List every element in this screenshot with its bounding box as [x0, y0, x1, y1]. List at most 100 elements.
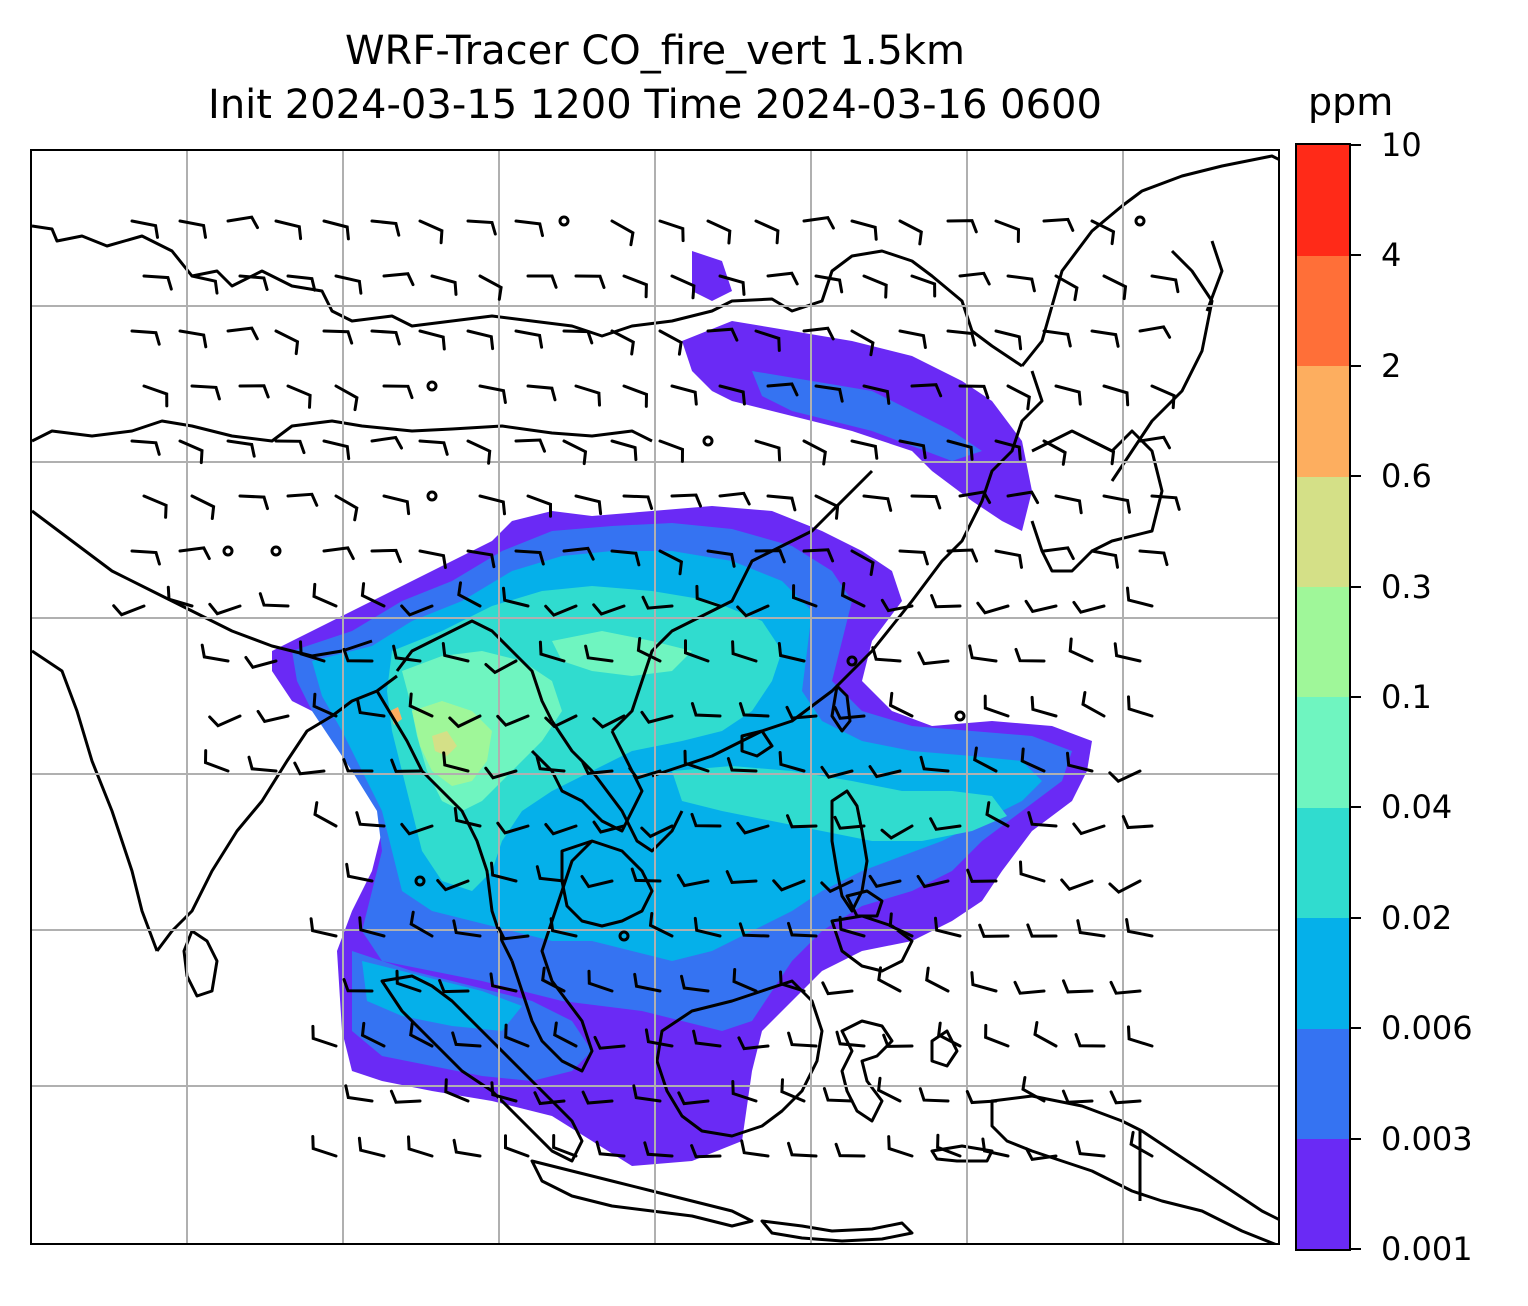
wind-barb: [490, 861, 518, 883]
wind-barb: [238, 384, 270, 399]
wind-barb: [876, 1076, 902, 1103]
wind-barb: [342, 978, 374, 993]
wind-barb: [910, 494, 942, 510]
wind-barb: [643, 1141, 674, 1158]
coast-hainan: [740, 729, 774, 758]
wind-barb: [610, 549, 641, 567]
wind-barb: [1042, 439, 1067, 466]
wind-barb: [738, 922, 770, 938]
wind-barb: [334, 384, 359, 412]
wind-barb: [382, 384, 414, 400]
wind-barb: [1027, 811, 1058, 828]
wind-barb: [1126, 586, 1154, 608]
wind-barb: [334, 274, 363, 295]
colorbar-tick: [1351, 1027, 1361, 1030]
wind-barb: [535, 865, 566, 883]
wind-barb: [538, 640, 566, 663]
wind-barb: [238, 494, 269, 511]
wind-barb: [670, 493, 702, 508]
wind-barb: [466, 219, 497, 236]
wind-barb: [718, 274, 746, 296]
wind-barb: [142, 384, 169, 408]
colorbar-tick: [1351, 254, 1361, 257]
wind-barb: [581, 1090, 614, 1105]
wind-barb: [958, 384, 990, 400]
wind-barb: [200, 643, 230, 663]
wind-barb: [1042, 217, 1075, 232]
wind-barb: [1125, 918, 1154, 938]
wind-barb: [925, 966, 950, 993]
wind-barbs: [112, 215, 1181, 1162]
colorbar: [1295, 143, 1351, 1251]
wind-barb: [658, 329, 683, 356]
wind-barb: [833, 815, 866, 830]
wind-barb: [1076, 919, 1106, 938]
wind-barb: [1109, 980, 1142, 995]
wind-barb: [1021, 1076, 1046, 1103]
calm-wind-marker: [846, 655, 858, 667]
wind-barb: [407, 1135, 434, 1158]
wind-barb: [1081, 691, 1106, 718]
wind-barb: [706, 549, 736, 568]
wind-barb: [408, 692, 434, 718]
wind-barb: [311, 1135, 338, 1158]
colorbar-band: [1297, 1138, 1349, 1250]
wind-barb: [690, 812, 722, 828]
wind-barb: [1014, 647, 1046, 663]
colorbar-tick-label: 0.02: [1381, 898, 1453, 937]
wind-barb: [448, 714, 482, 729]
wind-barb: [772, 879, 806, 892]
wind-barb: [313, 801, 338, 828]
wind-barb: [918, 1087, 950, 1103]
wind-barb: [1138, 325, 1172, 339]
wind-barb: [322, 439, 351, 461]
wind-barb: [142, 494, 168, 519]
wind-barb: [293, 761, 326, 776]
wind-barb: [740, 1139, 770, 1158]
calm-wind-marker: [954, 710, 966, 722]
wind-barb: [1072, 822, 1106, 836]
wind-barb: [676, 873, 710, 888]
wind-barb: [658, 549, 684, 576]
wind-barb: [814, 274, 844, 294]
wind-barb: [441, 642, 470, 663]
wind-barb: [1121, 815, 1154, 830]
wind-barb: [130, 219, 159, 239]
wind-barb: [1150, 494, 1181, 511]
calm-wind-marker: [426, 490, 438, 502]
wind-barb: [814, 384, 844, 403]
wind-barb: [370, 435, 403, 450]
wind-barb: [779, 970, 806, 993]
wind-barb: [630, 867, 662, 883]
coast-mindanao: [830, 914, 914, 973]
wind-barb: [497, 926, 530, 941]
wind-barb: [409, 1021, 434, 1048]
wind-barb: [382, 494, 411, 516]
wind-barb: [1108, 879, 1142, 894]
wind-barb: [357, 1136, 386, 1158]
wind-barb: [208, 602, 242, 616]
wind-barb: [580, 875, 614, 889]
wind-barb: [880, 598, 914, 613]
wind-barb: [1090, 219, 1116, 246]
map-title-line2: Init 2024-03-15 1200 Time 2024-03-16 060…: [208, 82, 1102, 128]
wind-barb: [814, 494, 840, 520]
wind-barb: [888, 691, 914, 718]
wind-barb: [496, 821, 530, 835]
coast-india-west: [32, 649, 159, 952]
wind-barb: [453, 807, 482, 828]
wind-barb: [299, 640, 326, 663]
colorbar-tick-label: 2: [1381, 346, 1402, 385]
wind-barb: [640, 710, 674, 724]
wind-barb: [1066, 751, 1094, 773]
colorbar-tick: [1351, 144, 1361, 146]
wind-barb: [958, 490, 992, 504]
wind-barb: [130, 439, 161, 456]
colorbar-band: [1297, 145, 1349, 256]
wind-barb: [877, 966, 902, 993]
wind-barb: [544, 823, 578, 836]
wind-barb: [737, 1036, 770, 1051]
wind-barb: [690, 702, 722, 718]
wind-barb: [871, 646, 902, 663]
wind-barb: [322, 329, 354, 345]
